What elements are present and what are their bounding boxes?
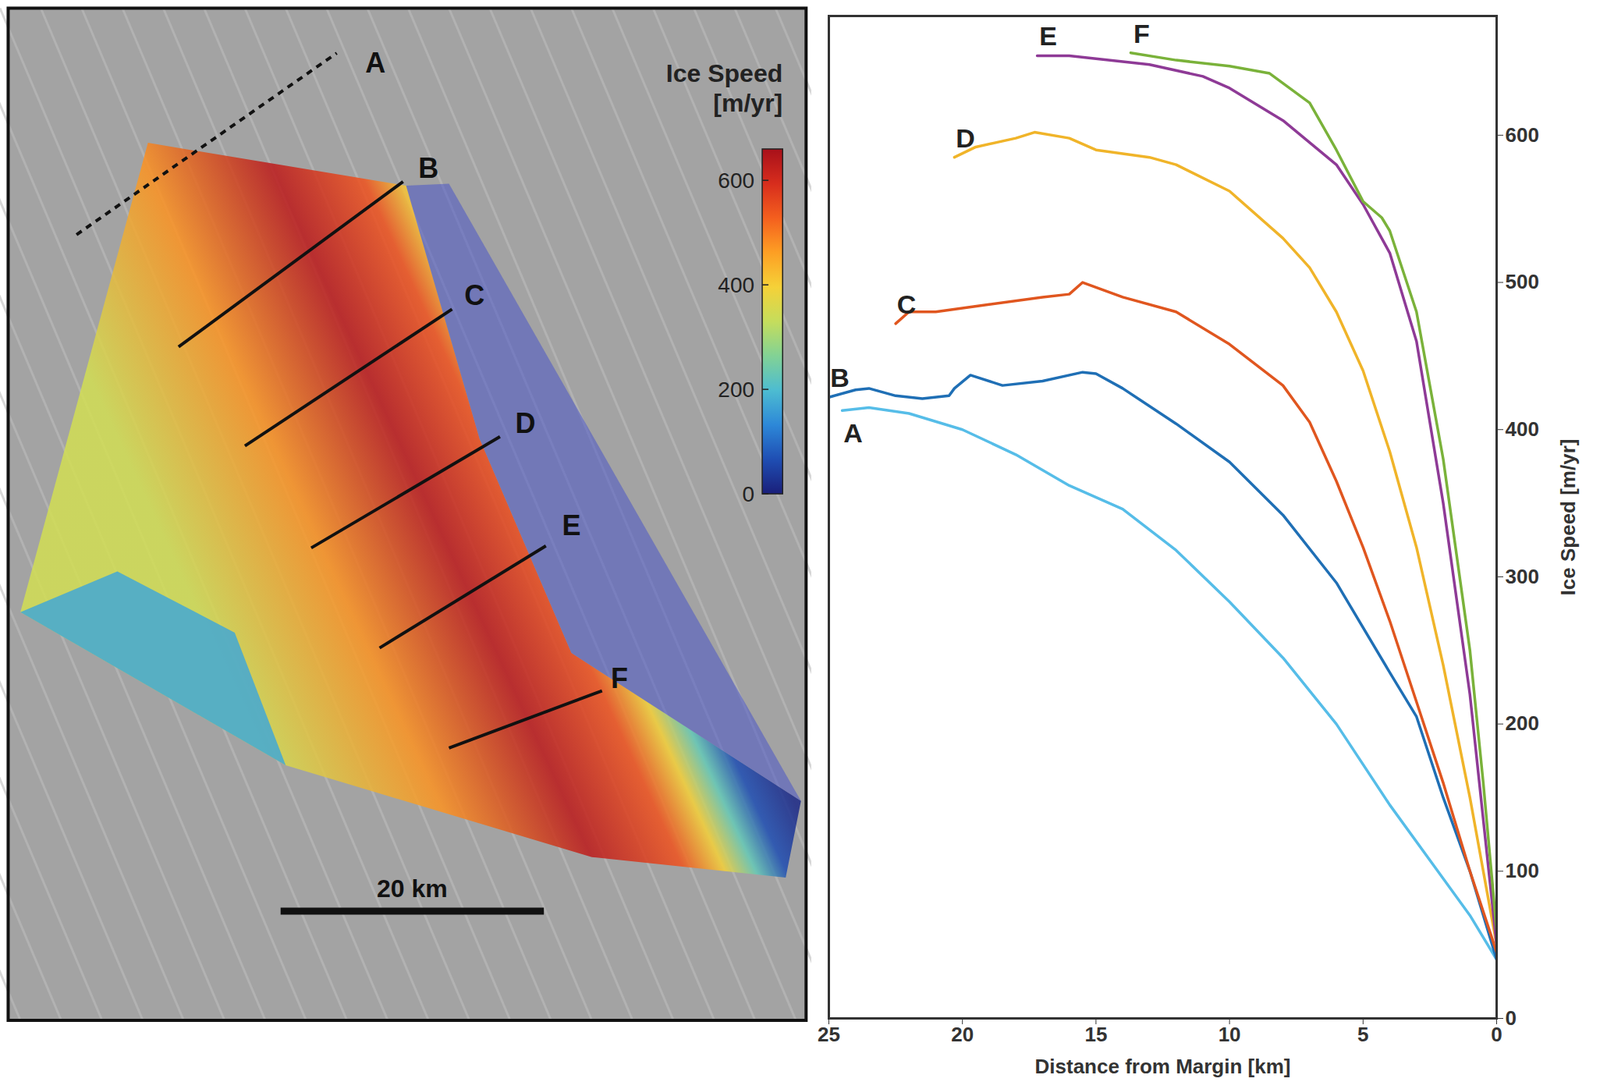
svg-text:D: D: [955, 123, 976, 153]
svg-text:F: F: [610, 662, 628, 695]
svg-text:10: 10: [1218, 1022, 1242, 1047]
svg-text:100: 100: [1505, 858, 1540, 883]
svg-text:200: 200: [717, 377, 755, 402]
svg-text:D: D: [515, 407, 536, 440]
svg-text:Ice Speed: Ice Speed: [666, 59, 783, 88]
svg-text:0: 0: [1490, 1022, 1502, 1047]
svg-text:Distance from Margin [km]: Distance from Margin [km]: [1035, 1054, 1292, 1079]
svg-text:0: 0: [1505, 1006, 1517, 1030]
svg-text:15: 15: [1084, 1022, 1107, 1047]
svg-text:20: 20: [950, 1022, 974, 1047]
svg-text:400: 400: [1505, 417, 1540, 441]
svg-text:Ice Speed [m/yr]: Ice Speed [m/yr]: [1556, 439, 1580, 597]
svg-text:20 km: 20 km: [376, 874, 448, 903]
svg-text:C: C: [464, 279, 485, 312]
svg-text:E: E: [561, 509, 581, 542]
svg-text:B: B: [418, 152, 439, 185]
svg-text:0: 0: [741, 482, 755, 507]
svg-text:400: 400: [717, 273, 755, 298]
svg-text:E: E: [1039, 21, 1058, 51]
svg-text:A: A: [365, 46, 386, 79]
svg-text:A: A: [843, 418, 863, 448]
svg-text:[m/yr]: [m/yr]: [713, 88, 783, 118]
svg-text:600: 600: [717, 168, 755, 193]
svg-text:500: 500: [1505, 269, 1540, 294]
svg-text:B: B: [830, 362, 850, 393]
svg-text:F: F: [1133, 18, 1150, 49]
svg-text:C: C: [897, 289, 917, 320]
svg-text:300: 300: [1505, 564, 1540, 589]
svg-text:25: 25: [817, 1022, 841, 1047]
svg-text:600: 600: [1505, 123, 1540, 147]
svg-text:200: 200: [1505, 711, 1540, 735]
svg-text:5: 5: [1357, 1022, 1369, 1047]
